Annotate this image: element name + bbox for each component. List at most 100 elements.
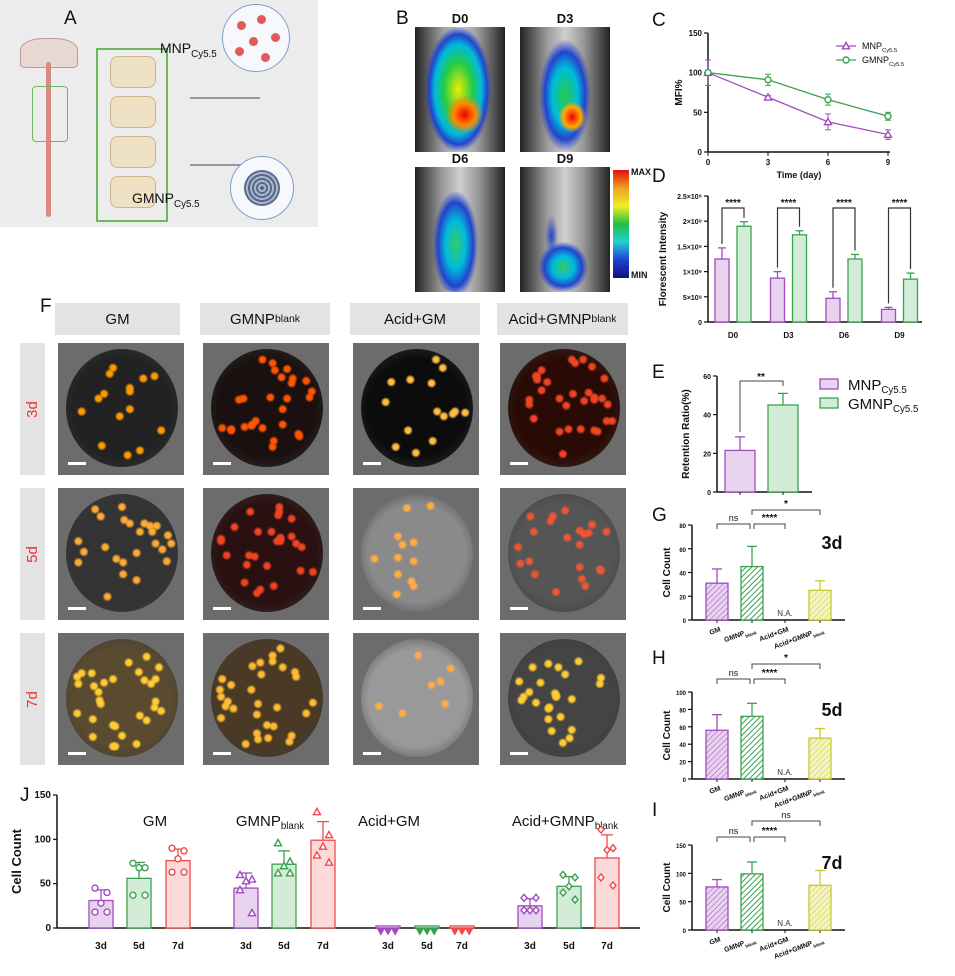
x-tick-label: 3 — [766, 158, 771, 167]
significance-bracket — [751, 663, 821, 669]
data-point — [763, 92, 773, 101]
legend-label: GMNPCy5.5 — [862, 55, 904, 68]
y-tick-label: 2×10⁹ — [683, 219, 702, 226]
significance-label: ns — [729, 668, 739, 678]
data-point — [141, 864, 149, 872]
cell-sphere — [361, 494, 473, 612]
legend-swatch — [819, 397, 839, 409]
microscopy-image — [500, 633, 626, 765]
significance-label: **** — [836, 198, 852, 209]
y-tick-label: 1.5×10⁹ — [677, 244, 702, 251]
cell-sphere — [508, 349, 620, 467]
data-point — [168, 868, 176, 876]
x-tick-label: 7d — [456, 941, 468, 952]
data-point — [559, 887, 567, 898]
vertebra-icon — [110, 136, 156, 168]
x-tick-label: 7d — [317, 941, 329, 952]
gmnp-particle-icon — [230, 156, 294, 220]
data-point — [415, 927, 425, 936]
y-tick-label: 80 — [679, 708, 686, 714]
panel-label-g: G — [652, 505, 667, 526]
ivis-day-label: D9 — [556, 151, 574, 166]
column-header-label: Acid+GMNP — [508, 310, 592, 328]
column-header-label: GM — [105, 310, 130, 328]
significance-bracket — [832, 207, 856, 288]
spinal-cord-icon — [46, 62, 51, 217]
scale-bar — [363, 462, 381, 465]
x-tick-label: 3d — [382, 941, 394, 952]
data-point — [565, 881, 573, 891]
syringe-icon — [190, 164, 260, 166]
scale-bar — [68, 462, 86, 465]
bar — [825, 297, 841, 323]
cell-sphere — [211, 639, 323, 757]
group-title: Acid+GM — [358, 813, 420, 830]
microscopy-image — [58, 343, 184, 475]
y-tick-label: 0 — [45, 923, 51, 934]
bar — [808, 589, 832, 621]
significance-label: **** — [762, 826, 778, 837]
y-tick-label: 20 — [679, 595, 686, 601]
data-point — [168, 844, 176, 852]
significance-bracket — [776, 207, 801, 268]
data-point — [520, 905, 528, 915]
y-tick-label: 60 — [679, 548, 686, 554]
column-header: GMNP blank — [200, 303, 330, 335]
y-tick-label: 100 — [34, 834, 51, 845]
scale-bar — [213, 462, 231, 465]
data-point — [823, 116, 833, 126]
y-tick-label: 50 — [679, 901, 686, 907]
y-tick-label: 80 — [679, 524, 686, 530]
bar — [310, 839, 336, 929]
significance-label: **** — [781, 198, 797, 209]
x-tick-label: 5d — [421, 941, 433, 952]
x-tick-label: 5d — [133, 941, 145, 952]
data-point — [235, 869, 245, 879]
y-tick-label: 150 — [34, 790, 51, 801]
data-point — [312, 850, 322, 859]
na-label: N.A. — [777, 768, 793, 777]
chart-title: 7d — [821, 853, 842, 873]
significance-bracket — [716, 836, 751, 842]
significance-label: **** — [762, 513, 778, 524]
data-point — [884, 112, 892, 121]
y-tick-label: 100 — [689, 69, 703, 78]
significance-bracket — [887, 207, 912, 304]
cell-sphere — [66, 494, 178, 612]
scale-bar — [213, 607, 231, 610]
spine-injection-illustration: MNPCy5.5 GMNPCy5.5 — [0, 0, 318, 227]
colorbar-max-label: MAX — [631, 167, 651, 177]
panel-label-c: C — [652, 10, 666, 31]
bar — [724, 449, 756, 493]
scale-bar — [68, 752, 86, 755]
data-point — [571, 872, 579, 883]
series-line — [707, 72, 889, 136]
data-point — [285, 856, 295, 865]
y-tick-label: 0 — [683, 778, 687, 784]
data-point — [97, 899, 105, 907]
scale-bar — [510, 462, 528, 465]
data-point — [422, 927, 432, 936]
y-tick-label: 0 — [698, 148, 703, 157]
column-header-sub: blank — [591, 313, 617, 325]
syringe-icon — [190, 97, 260, 99]
data-point — [376, 927, 386, 936]
y-tick-label: 2.5×10⁹ — [677, 194, 702, 201]
x-tick-label: 5d — [563, 941, 575, 952]
bar — [740, 565, 764, 621]
bar — [808, 884, 832, 931]
data-point — [324, 857, 334, 866]
microscopy-image — [203, 488, 329, 620]
significance-bracket — [751, 820, 821, 826]
data-point — [609, 843, 617, 853]
data-point — [91, 908, 99, 916]
x-tick-label: GM — [709, 626, 722, 636]
data-point — [129, 859, 137, 867]
microscopy-image — [353, 343, 479, 475]
y-tick-label: 5×10⁸ — [683, 295, 702, 302]
cell-sphere — [508, 494, 620, 612]
scale-bar — [510, 607, 528, 610]
x-tick-label: 9 — [886, 158, 891, 167]
